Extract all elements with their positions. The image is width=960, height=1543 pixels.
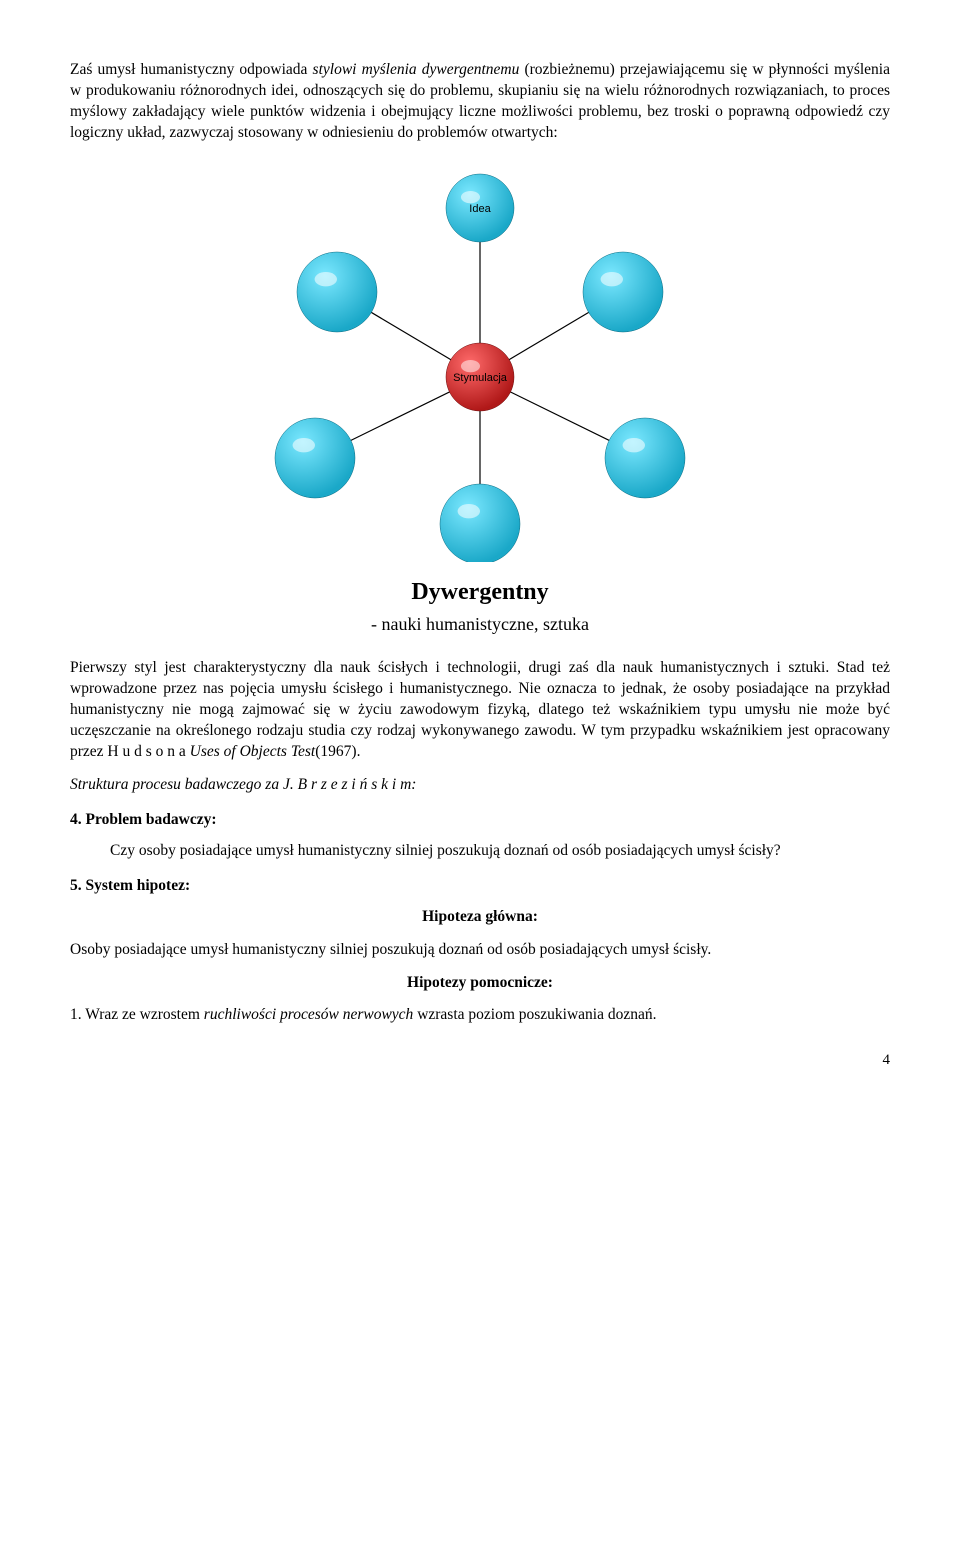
para-styles: Pierwszy styl jest charakterystyczny dla… [70,658,890,763]
divergent-diagram: Idea Stymulacja [265,162,695,562]
diagram-title: Dywergentny [70,576,890,608]
intro-italic: stylowi myślenia dywergentnemu [313,61,525,78]
hip-aux-title: Hipotezy pomocnicze: [70,973,890,994]
intro-text-1: Zaś umysł humanistyczny odpowiada [70,61,313,78]
sec5-title: 5. System hipotez: [70,876,890,897]
intro-para: Zaś umysł humanistyczny odpowiada stylow… [70,60,890,144]
hip-main-title: Hipoteza główna: [70,907,890,928]
para2-italic: Uses of Objects Test [190,743,316,760]
hip-aux-1: 1. Wraz ze wzrostem ruchliwości procesów… [70,1005,890,1026]
hip-aux-1b: wzrasta poziom poszukiwania doznań. [413,1006,656,1023]
hip-aux-1a: 1. Wraz ze wzrostem [70,1006,204,1023]
sec4-title: 4. Problem badawczy: [70,810,890,831]
page-number: 4 [70,1050,890,1070]
svg-text:Stymulacja: Stymulacja [453,372,508,384]
sec4-body: Czy osoby posiadające umysł humanistyczn… [70,841,890,862]
svg-text:Idea: Idea [469,203,491,215]
para2-part2: (1967). [315,743,360,760]
structure-line: Struktura procesu badawczego za J. B r z… [70,775,890,796]
diagram-subtitle: - nauki humanistyczne, sztuka [70,612,890,636]
hip-aux-1-italic: ruchliwości procesów nerwowych [204,1006,414,1023]
hip-main-body: Osoby posiadające umysł humanistyczny si… [70,940,890,961]
diagram-container: Idea Stymulacja [70,162,890,562]
